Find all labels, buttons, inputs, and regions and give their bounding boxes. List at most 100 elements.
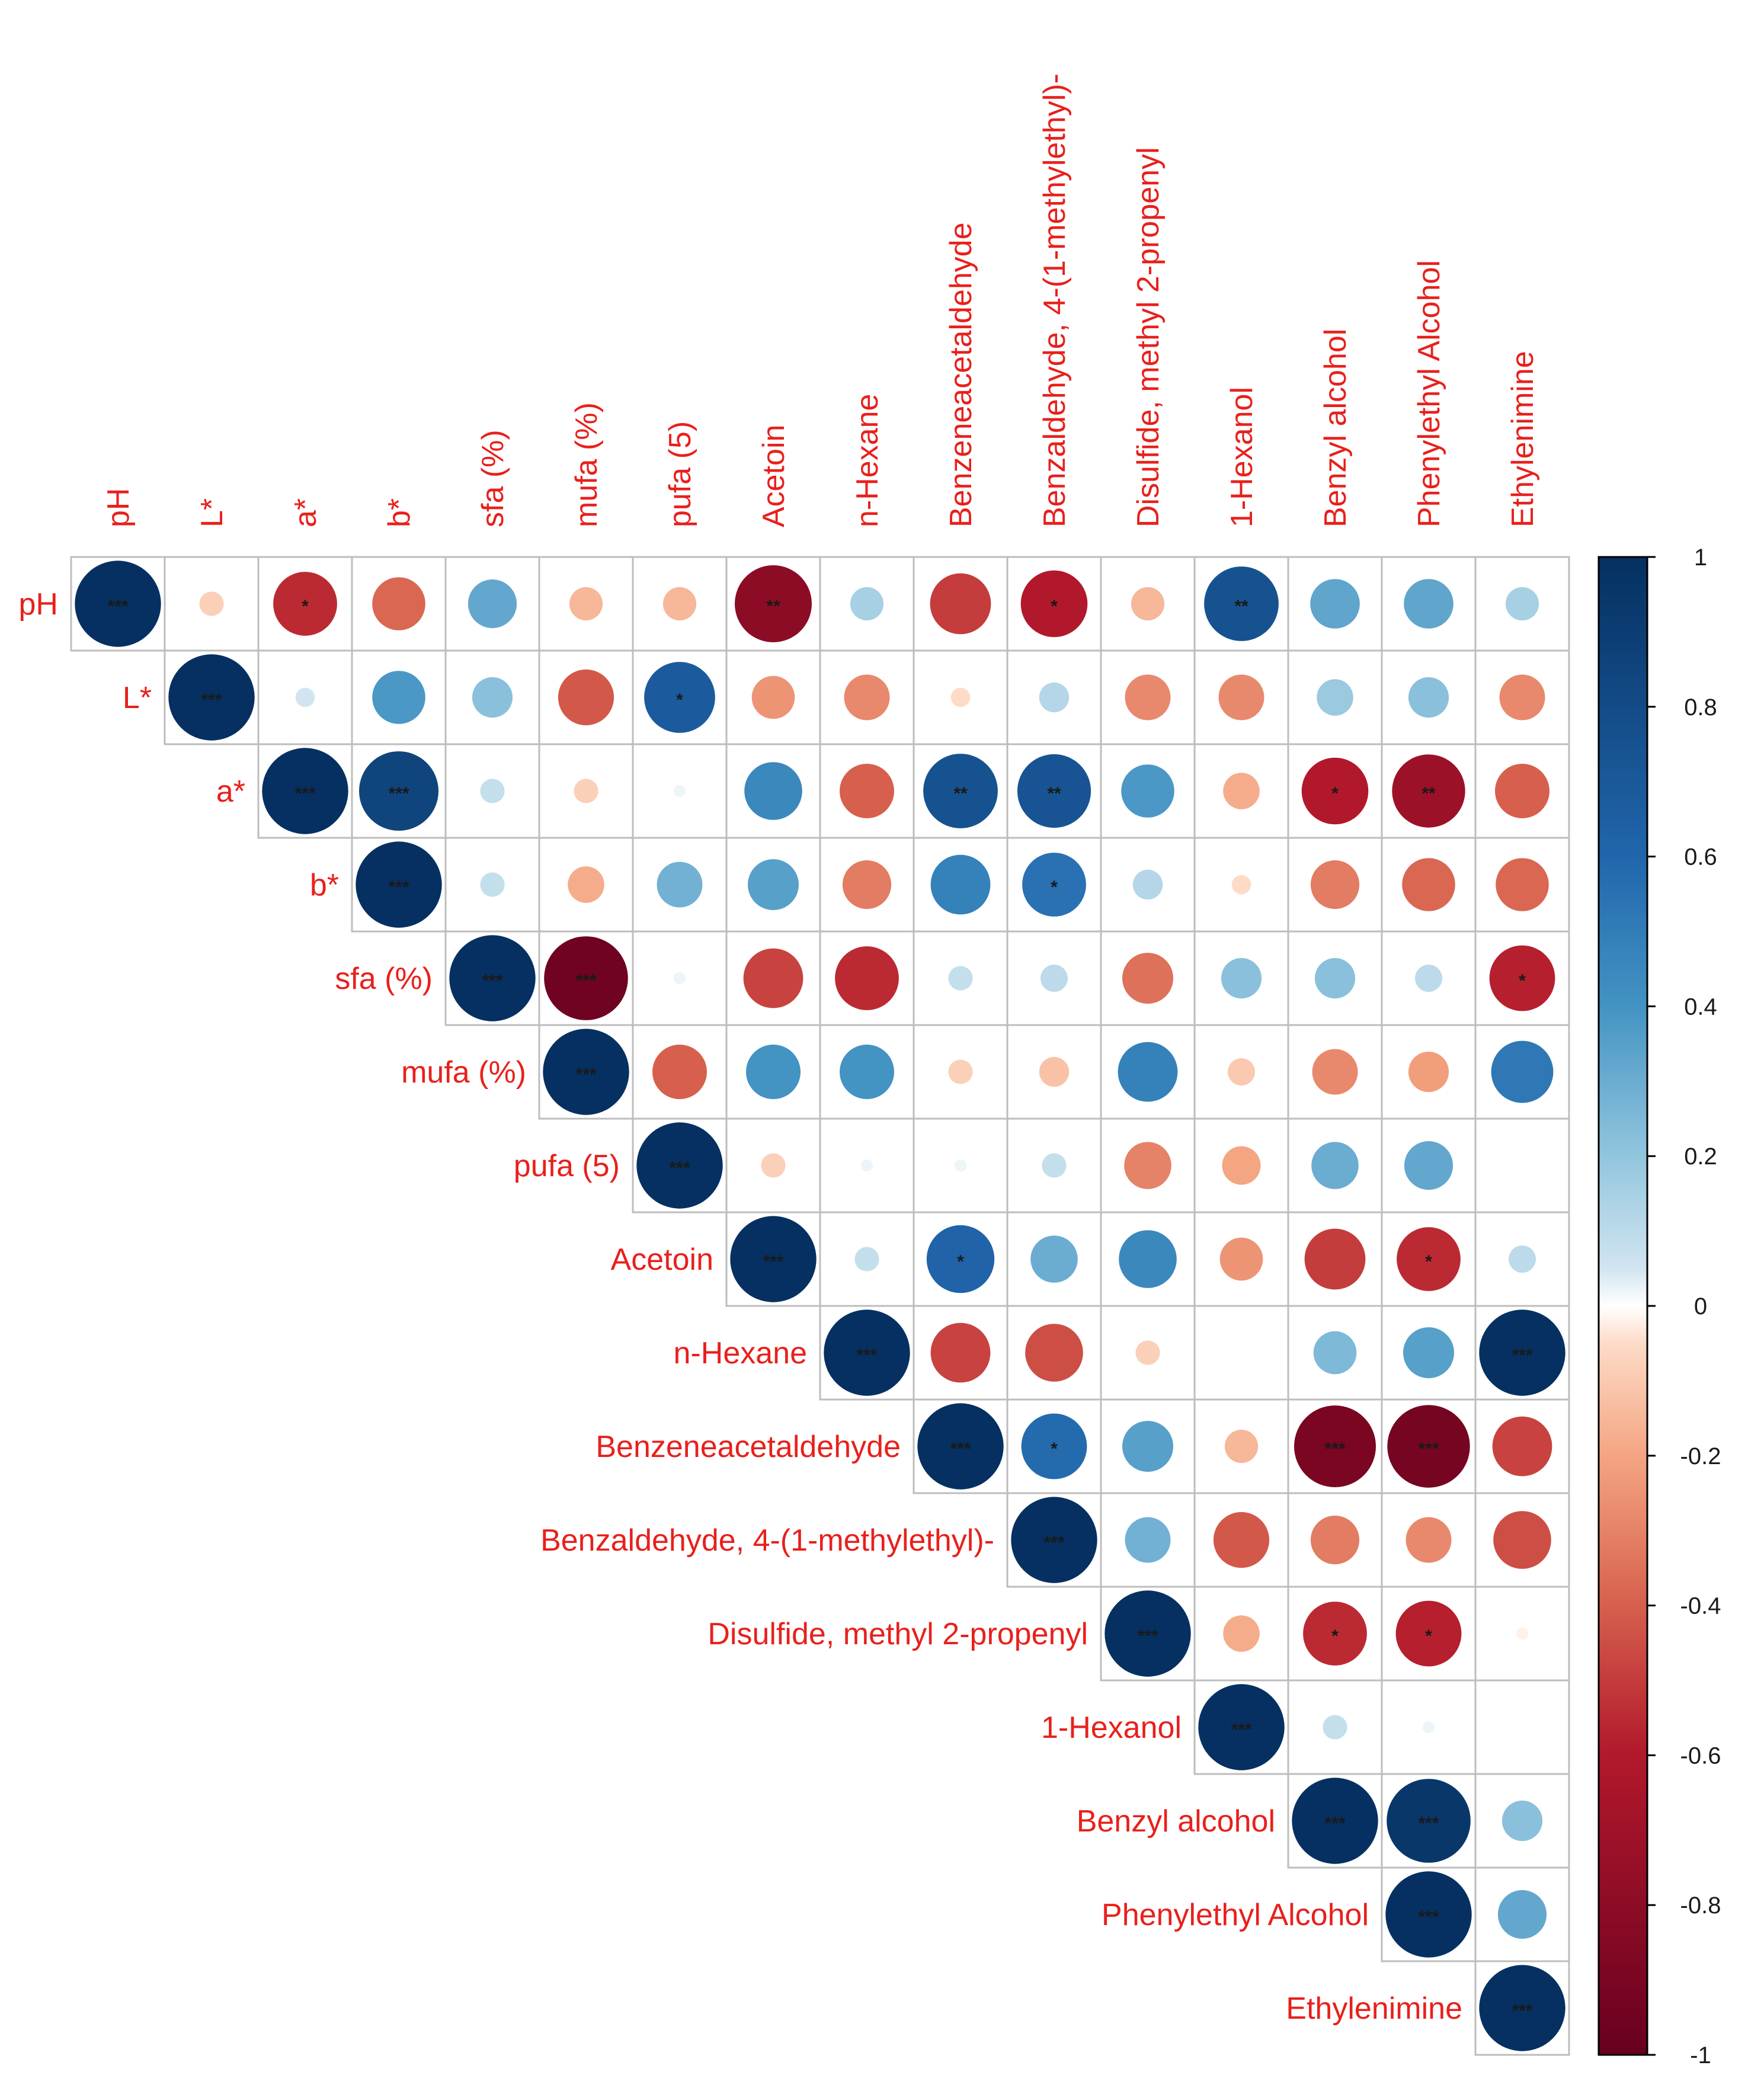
corr-circle (850, 587, 884, 621)
column-label: Benzyl alcohol (1318, 329, 1353, 527)
row-label: a* (216, 774, 245, 809)
corr-circle (930, 1323, 991, 1383)
significance-mark: *** (856, 1346, 877, 1365)
corr-circle (1406, 1517, 1452, 1563)
corr-circle (1125, 1517, 1171, 1563)
column-label: Ethylenimine (1506, 351, 1540, 527)
significance-mark: * (1519, 971, 1526, 991)
significance-mark: *** (201, 690, 222, 710)
corr-circle (854, 1247, 879, 1272)
corr-circle (746, 1045, 801, 1099)
row-label: Disulfide, methyl 2-propenyl (707, 1617, 1088, 1651)
corr-circle (1294, 1405, 1376, 1487)
grid-cell (1193, 1305, 1289, 1401)
column-label: mufa (%) (569, 402, 604, 527)
significance-mark: *** (575, 1065, 596, 1084)
significance-mark: * (1331, 784, 1339, 803)
corr-circle (948, 1059, 973, 1084)
corr-circle (1317, 679, 1353, 716)
corr-circle (472, 677, 513, 718)
column-label: L* (195, 498, 229, 527)
significance-mark: *** (763, 1252, 783, 1272)
grid-cell (1474, 1679, 1570, 1775)
corr-circle (359, 751, 438, 831)
significance-layer: *** * ** * ***** **** *** ** ** * ***** **** *** ****… (107, 597, 1532, 2020)
column-label: pufa (5) (663, 421, 697, 527)
corr-circle (1323, 1715, 1347, 1740)
significance-mark: * (1331, 1626, 1339, 1646)
significance-mark: *** (1418, 1814, 1439, 1833)
column-label: n-Hexane (850, 394, 885, 527)
corr-circle (1030, 1235, 1078, 1283)
corr-circle (1415, 965, 1442, 992)
significance-mark: * (1051, 597, 1058, 616)
corr-circle (1479, 1309, 1565, 1396)
corr-circle (1042, 1153, 1067, 1178)
significance-mark: ** (1422, 784, 1436, 803)
significance-mark: ** (1047, 784, 1061, 803)
corr-circle (1402, 858, 1455, 911)
significance-mark: *** (950, 1439, 971, 1459)
corr-circle (1011, 1497, 1097, 1583)
corr-circle (480, 779, 505, 803)
corr-circle (954, 1159, 967, 1172)
significance-mark: ** (953, 784, 968, 803)
corr-circle (644, 662, 715, 733)
column-label: Disulfide, methyl 2-propenyl (1131, 147, 1166, 527)
corr-circle (860, 1159, 873, 1172)
column-label: sfa (%) (476, 430, 510, 527)
corr-circle (1499, 674, 1545, 721)
column-label: Benzaldehyde, 4-(1-methylethyl)- (1038, 73, 1072, 527)
corr-circle (1021, 1413, 1087, 1480)
corr-circle (1314, 958, 1356, 999)
row-label: pufa (5) (514, 1149, 620, 1183)
column-label: 1-Hexanol (1225, 387, 1259, 527)
corr-circle (636, 1122, 723, 1209)
corr-circle (1387, 1405, 1470, 1488)
corr-circle (449, 935, 536, 1022)
corr-circle (673, 972, 686, 985)
significance-mark: *** (388, 878, 409, 897)
corr-circle (735, 565, 812, 642)
corr-circle (840, 764, 894, 818)
corr-circle (1408, 677, 1449, 718)
corr-circle (744, 762, 802, 820)
corr-circle (673, 784, 686, 798)
corr-circle (1301, 757, 1369, 825)
corr-circle (844, 674, 890, 721)
row-label: Acetoin (611, 1243, 713, 1277)
corr-circle (761, 1153, 786, 1178)
significance-mark: ** (1234, 597, 1248, 616)
corr-circle (926, 1225, 995, 1293)
column-label: Acetoin (757, 425, 791, 527)
significance-mark: *** (107, 597, 128, 616)
row-label: 1-Hexanol (1041, 1711, 1182, 1745)
corr-circle (1404, 1141, 1454, 1190)
colorbar-gradient (1597, 556, 1648, 2056)
colorbar-tick-label: 0.6 (1684, 844, 1717, 870)
corr-circle (1122, 1421, 1173, 1472)
significance-mark: *** (575, 971, 596, 991)
significance-mark: *** (1137, 1626, 1158, 1646)
significance-mark: *** (1512, 1346, 1532, 1365)
significance-mark: *** (1512, 2001, 1532, 2020)
corr-circle (730, 1216, 817, 1302)
row-label: Ethylenimine (1286, 1991, 1462, 2026)
colorbar-tick-label: -0.2 (1680, 1443, 1721, 1469)
corr-circle (917, 1403, 1004, 1490)
corr-circle (1223, 773, 1260, 809)
column-label: b* (382, 498, 417, 527)
corr-circle (1125, 674, 1171, 721)
grid-cell (1474, 1117, 1570, 1213)
corr-circle (558, 669, 614, 726)
corr-circle (1228, 1058, 1255, 1085)
circle-layer (75, 561, 1565, 2051)
corr-circle (1213, 1512, 1270, 1568)
corr-circle (842, 860, 892, 910)
corr-circle (840, 1045, 894, 1099)
row-label: pH (19, 587, 58, 622)
corr-circle (835, 946, 899, 1010)
corr-circle (657, 862, 703, 908)
